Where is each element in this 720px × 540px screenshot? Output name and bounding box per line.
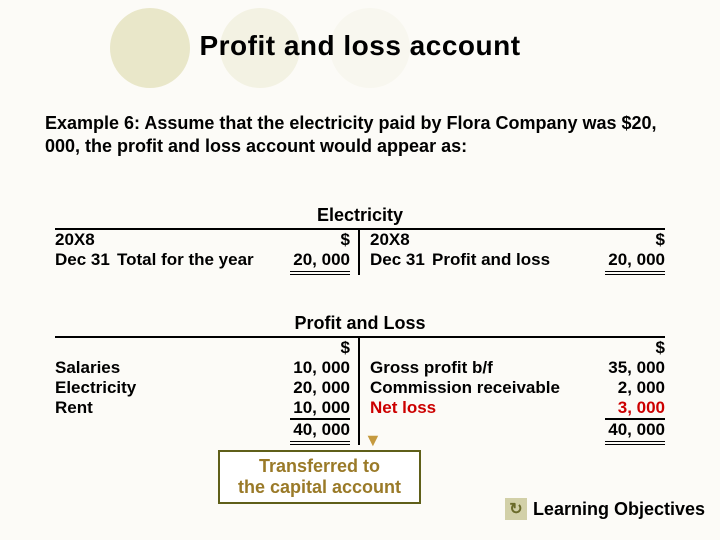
elec-left-desc: Total for the year — [117, 250, 280, 270]
pl-rent: Rent — [55, 398, 280, 418]
electricity-account: Electricity 20X8 $ Dec 31 Total for the … — [55, 205, 665, 275]
pl-salaries: Salaries — [55, 358, 280, 378]
example-text: Example 6: Assume that the electricity p… — [45, 112, 675, 157]
pl-electricity-amt: 20, 000 — [280, 378, 350, 398]
elec-left-date: Dec 31 — [55, 250, 117, 270]
pl-right-total: 40, 000 — [605, 420, 665, 445]
electricity-title: Electricity — [55, 205, 665, 226]
pl-title: Profit and Loss — [55, 313, 665, 334]
pl-salaries-amt: 10, 000 — [280, 358, 350, 378]
dollar-label: $ — [280, 230, 350, 250]
pl-grossprofit-amt: 35, 000 — [595, 358, 665, 378]
pl-netloss-amt: 3, 000 — [605, 398, 665, 420]
dollar-label: $ — [595, 230, 665, 250]
elec-right-year: 20X8 — [370, 230, 432, 250]
transfer-callout: Transferred to the capital account — [218, 450, 421, 504]
elec-right-date: Dec 31 — [370, 250, 432, 270]
refresh-icon: ↻ — [505, 498, 527, 520]
elec-left-amt: 20, 000 — [290, 250, 350, 275]
profit-loss-account: Profit and Loss $ Salaries10, 000 Electr… — [55, 313, 665, 445]
dollar-label: $ — [280, 338, 350, 358]
pl-rent-amt: 10, 000 — [290, 398, 350, 420]
arrow-down-icon: ▼ — [364, 430, 382, 451]
pl-left-total: 40, 000 — [290, 420, 350, 445]
pl-commission: Commission receivable — [370, 378, 595, 398]
elec-left-year: 20X8 — [55, 230, 117, 250]
transfer-line2: the capital account — [238, 477, 401, 498]
pl-commission-amt: 2, 000 — [595, 378, 665, 398]
elec-right-amt: 20, 000 — [605, 250, 665, 275]
elec-right-desc: Profit and loss — [432, 250, 595, 270]
pl-netloss: Net loss — [370, 398, 595, 418]
page-title: Profit and loss account — [0, 30, 720, 62]
pl-electricity: Electricity — [55, 378, 280, 398]
dollar-label: $ — [595, 338, 665, 358]
learning-objectives-label: Learning Objectives — [533, 499, 705, 520]
pl-grossprofit: Gross profit b/f — [370, 358, 595, 378]
transfer-line1: Transferred to — [238, 456, 401, 477]
learning-objectives-link[interactable]: ↻ Learning Objectives — [505, 498, 705, 520]
